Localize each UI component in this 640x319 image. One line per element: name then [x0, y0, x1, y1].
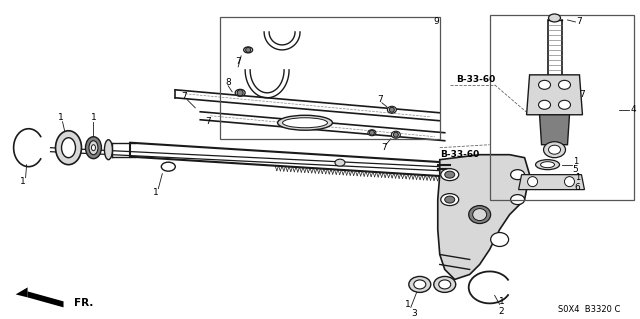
Ellipse shape	[548, 14, 561, 22]
Text: 7: 7	[577, 18, 582, 26]
Ellipse shape	[559, 80, 570, 89]
Text: 7: 7	[381, 143, 387, 152]
Text: 7: 7	[580, 90, 586, 99]
Ellipse shape	[56, 131, 81, 165]
Text: 5: 5	[573, 165, 579, 174]
Text: 1: 1	[405, 300, 411, 309]
Polygon shape	[527, 75, 582, 115]
Text: 4: 4	[630, 105, 636, 114]
Text: 1: 1	[91, 113, 97, 122]
Circle shape	[246, 48, 251, 52]
Ellipse shape	[278, 115, 332, 130]
Ellipse shape	[283, 118, 328, 128]
Ellipse shape	[511, 170, 525, 180]
Ellipse shape	[548, 145, 561, 154]
Ellipse shape	[468, 205, 491, 224]
Text: 1: 1	[20, 177, 26, 186]
Text: B-33-60: B-33-60	[456, 75, 495, 84]
Circle shape	[237, 90, 243, 96]
Ellipse shape	[434, 277, 456, 293]
Bar	[490, 15, 634, 200]
Ellipse shape	[414, 280, 426, 289]
Ellipse shape	[61, 138, 76, 158]
Ellipse shape	[441, 194, 459, 205]
Ellipse shape	[445, 171, 455, 178]
Ellipse shape	[321, 119, 331, 126]
Text: 7: 7	[236, 57, 241, 66]
Ellipse shape	[86, 137, 102, 159]
Text: S0X4  B3320 C: S0X4 B3320 C	[558, 305, 621, 314]
Ellipse shape	[491, 233, 509, 247]
Polygon shape	[540, 115, 570, 145]
Text: 1: 1	[152, 188, 158, 197]
Ellipse shape	[368, 130, 376, 136]
Text: FR.: FR.	[74, 298, 93, 308]
Text: 7: 7	[377, 95, 383, 104]
Polygon shape	[518, 174, 584, 189]
Ellipse shape	[104, 140, 113, 160]
Ellipse shape	[391, 131, 401, 138]
Ellipse shape	[538, 80, 550, 89]
Text: 1: 1	[573, 157, 578, 166]
Circle shape	[564, 177, 575, 187]
Text: 8: 8	[225, 78, 231, 87]
Text: 7: 7	[205, 117, 211, 126]
Ellipse shape	[92, 145, 95, 151]
Ellipse shape	[235, 89, 245, 96]
Ellipse shape	[441, 169, 459, 181]
Circle shape	[527, 177, 538, 187]
Text: 9: 9	[433, 18, 438, 26]
Ellipse shape	[473, 209, 486, 220]
Ellipse shape	[543, 142, 566, 158]
Ellipse shape	[538, 100, 550, 109]
Ellipse shape	[445, 196, 455, 203]
Ellipse shape	[541, 162, 554, 168]
Ellipse shape	[559, 100, 570, 109]
Polygon shape	[438, 155, 529, 279]
Ellipse shape	[244, 47, 253, 53]
Text: B-33-60: B-33-60	[440, 150, 479, 159]
Ellipse shape	[439, 280, 451, 289]
Circle shape	[369, 130, 374, 135]
Text: 3: 3	[411, 309, 417, 318]
Text: 1: 1	[575, 173, 580, 182]
Text: 1: 1	[499, 297, 504, 306]
Polygon shape	[15, 287, 28, 297]
Text: 2: 2	[499, 307, 504, 316]
Circle shape	[323, 120, 329, 126]
Text: 1: 1	[58, 113, 63, 122]
Ellipse shape	[511, 195, 525, 204]
Ellipse shape	[536, 160, 559, 170]
Text: 6: 6	[575, 183, 580, 192]
Circle shape	[394, 132, 398, 137]
Ellipse shape	[335, 159, 345, 166]
Bar	[220, 17, 440, 139]
Ellipse shape	[409, 277, 431, 293]
Circle shape	[389, 107, 394, 112]
Polygon shape	[28, 291, 63, 308]
Ellipse shape	[89, 141, 98, 155]
Ellipse shape	[387, 106, 396, 113]
Text: 7: 7	[181, 92, 187, 101]
